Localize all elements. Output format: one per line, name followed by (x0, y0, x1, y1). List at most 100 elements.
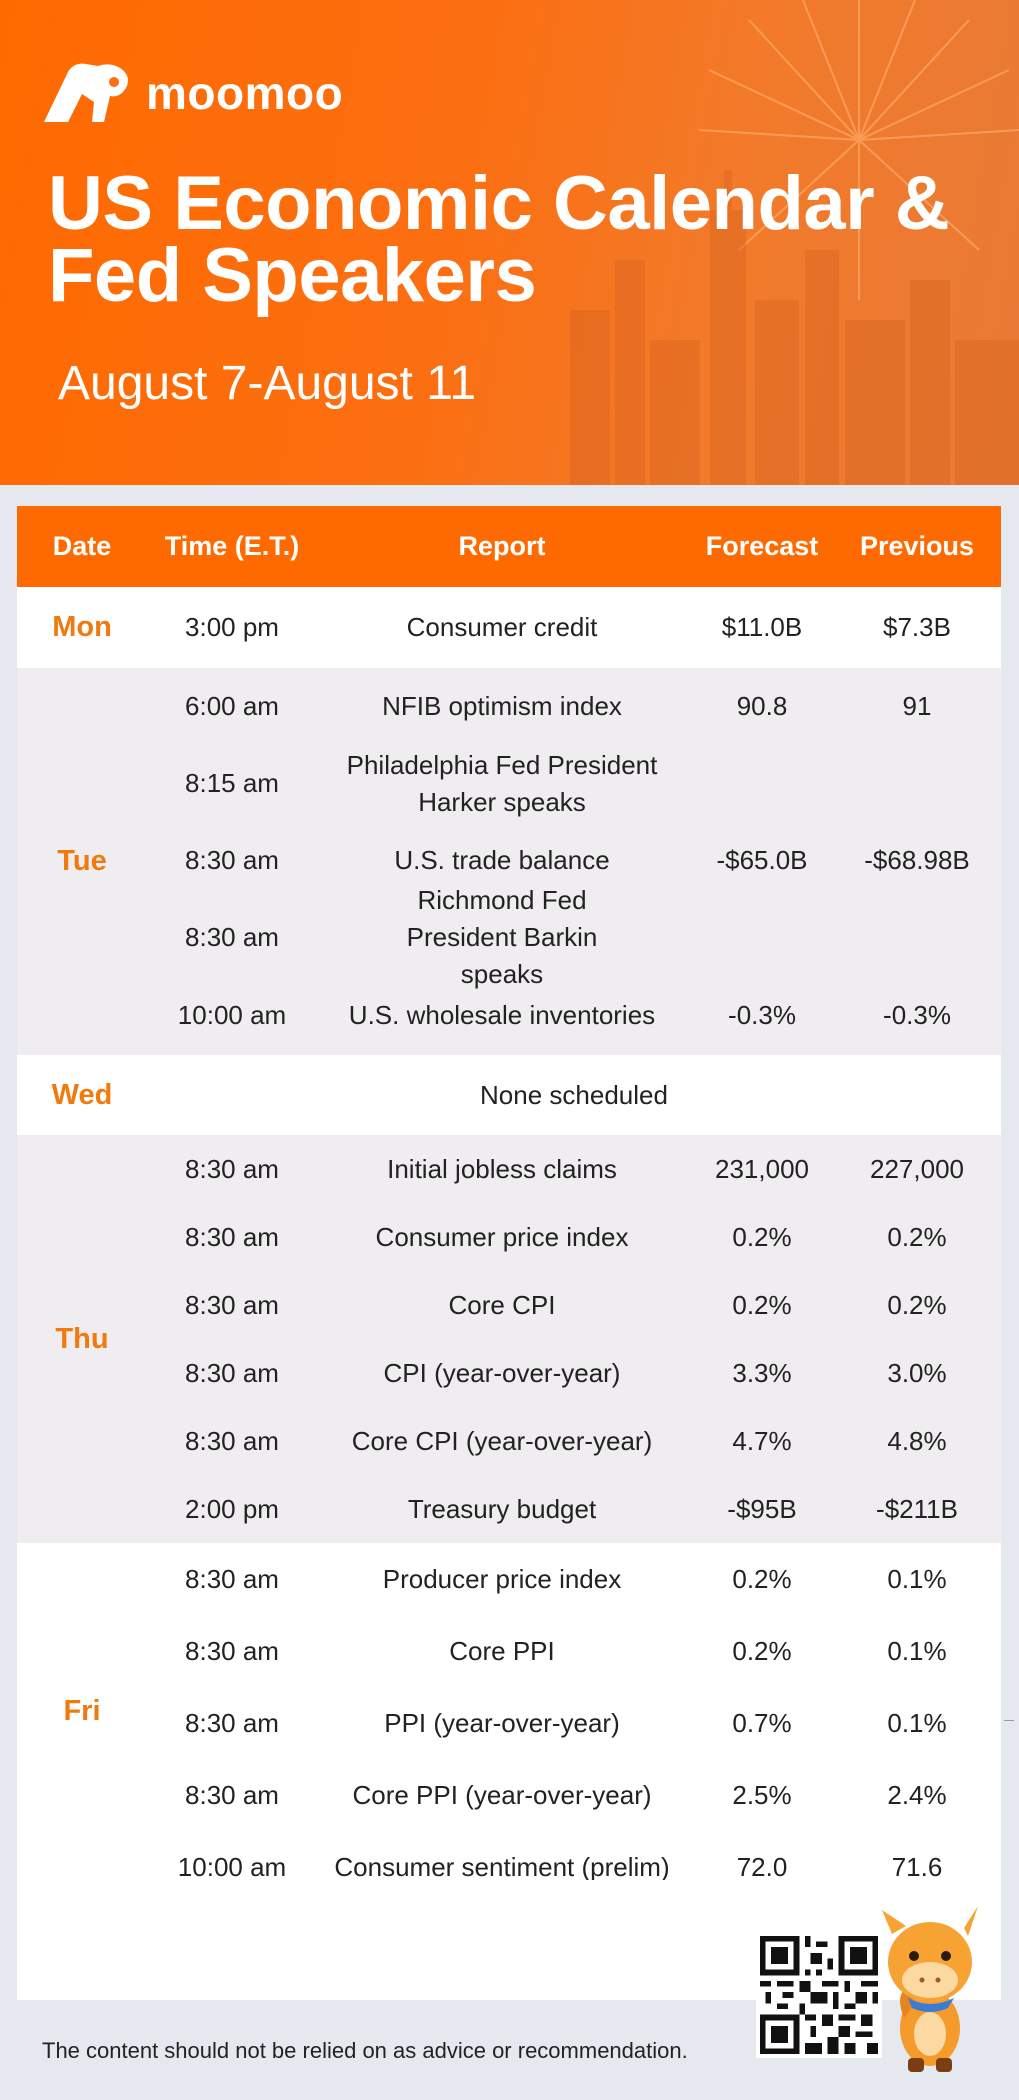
row-time: 8:30 am (185, 1779, 279, 1810)
row-report: Philadelphia Fed President Harker speaks (346, 749, 658, 817)
header-forecast: Forecast (705, 531, 819, 561)
row-time: 8:30 am (185, 1707, 279, 1738)
row-report: Core PPI (year-over-year) (352, 1779, 652, 1810)
day-label: Wed (51, 1078, 113, 1111)
row-report: PPI (year-over-year) (384, 1707, 620, 1738)
table-row: 8:30 am Core CPI (year-over-year) 4.7% 4… (147, 1407, 1001, 1475)
row-report: CPI (year-over-year) (383, 1357, 621, 1388)
row-time: 8:15 am (185, 768, 279, 798)
row-report: Producer price index (382, 1563, 622, 1594)
date-range: August 7-August 11 (58, 357, 477, 410)
row-time: 8:30 am (185, 1221, 279, 1252)
row-report: Treasury budget (407, 1493, 597, 1524)
row-forecast: -$95B (727, 1493, 797, 1524)
table-row: 6:00 am NFIB optimism index 90.8 91 (147, 668, 1001, 745)
row-previous: -$68.98B (864, 845, 970, 875)
row-forecast: 0.2% (732, 1289, 792, 1320)
row-report: Consumer sentiment (prelim) (334, 1851, 670, 1882)
table-row: 8:30 am U.S. trade balance -$65.0B -$68.… (147, 822, 1001, 899)
row-time: 8:30 am (185, 922, 279, 952)
row-previous: 0.1% (887, 1563, 947, 1594)
row-time: 10:00 am (177, 1000, 287, 1030)
row-previous: 0.1% (887, 1707, 947, 1738)
day-label: Tue (57, 845, 107, 877)
row-time: 6:00 am (185, 691, 279, 721)
row-previous: 227,000 (870, 1153, 964, 1184)
row-report: Initial jobless claims (387, 1153, 617, 1184)
row-previous: 0.2% (887, 1289, 947, 1320)
day-label: Fri (63, 1695, 101, 1727)
row-time: 3:00 pm (185, 612, 279, 642)
row-previous: $7.3B (883, 612, 951, 642)
row-time: 8:30 am (185, 1153, 279, 1184)
row-forecast: 4.7% (732, 1425, 792, 1456)
row-time: 10:00 am (177, 1851, 287, 1882)
table-row: 8:30 am PPI (year-over-year) 0.7% 0.1% (147, 1687, 1001, 1759)
row-previous: 2.4% (887, 1779, 947, 1810)
row-forecast: 0.7% (732, 1707, 792, 1738)
day-label: Thu (55, 1322, 109, 1355)
moomoo-mascot-icon (882, 1906, 978, 2072)
row-report: Core CPI (year-over-year) (351, 1425, 653, 1456)
day-group-wed: Wed None scheduled (17, 1055, 1001, 1135)
day-group-mon: Mon 3:00 pm Consumer credit $11.0B $7.3B (17, 587, 1001, 668)
brand-name: moomoo (146, 67, 344, 119)
qr-code-icon (756, 1932, 882, 2058)
table-row: 10:00 am Consumer sentiment (prelim) 72.… (147, 1831, 1001, 1903)
calendar-table: Date Time (E.T.) Report Forecast Previou… (17, 506, 1001, 1903)
divider (1004, 1720, 1014, 1721)
header-time: Time (E.T.) (164, 531, 300, 561)
row-previous: 71.6 (891, 1851, 943, 1882)
row-forecast: 72.0 (736, 1851, 788, 1882)
row-time: 8:30 am (185, 1289, 279, 1320)
row-forecast: 2.5% (732, 1779, 792, 1810)
row-report: U.S. wholesale inventories (348, 1000, 656, 1030)
row-forecast: -$65.0B (716, 845, 808, 875)
row-previous: 0.2% (887, 1221, 947, 1252)
table-row: 8:30 am Core CPI 0.2% 0.2% (147, 1271, 1001, 1339)
row-time: 8:30 am (185, 1635, 279, 1666)
row-previous: -$211B (876, 1493, 958, 1524)
table-row: 8:30 am Producer price index 0.2% 0.1% (147, 1543, 1001, 1615)
row-previous: 3.0% (887, 1357, 947, 1388)
table-row: 8:30 am Richmond Fed President Barkin sp… (147, 885, 1001, 989)
row-report: Consumer credit (406, 612, 598, 642)
row-report: NFIB optimism index (382, 691, 622, 721)
table-row: 8:15 am Philadelphia Fed President Harke… (147, 745, 1001, 822)
row-previous: 91 (902, 691, 932, 721)
row-forecast: 0.2% (732, 1635, 792, 1666)
row-previous: -0.3% (883, 1000, 951, 1030)
row-previous: 0.1% (887, 1635, 947, 1666)
row-forecast: 231,000 (715, 1153, 809, 1184)
table-row: 2:00 pm Treasury budget -$95B -$211B (147, 1475, 1001, 1543)
table-row: 8:30 am Initial jobless claims 231,000 2… (147, 1135, 1001, 1203)
city-skyline-graphic (570, 170, 1019, 485)
table-row: 10:00 am U.S. wholesale inventories -0.3… (147, 976, 1001, 1055)
row-report: Core PPI (449, 1635, 555, 1666)
row-report: Consumer price index (375, 1221, 629, 1252)
row-report: Core CPI (448, 1289, 556, 1320)
header-report: Report (458, 531, 546, 561)
row-forecast: 0.2% (732, 1221, 792, 1252)
day-group-fri: Fri 8:30 am Producer price index 0.2% 0.… (17, 1543, 1001, 1903)
none-scheduled: None scheduled (480, 1079, 668, 1110)
table-row: 8:30 am Consumer price index 0.2% 0.2% (147, 1203, 1001, 1271)
disclaimer: The content should not be relied on as a… (42, 2038, 688, 2063)
page-title: US Economic Calendar & Fed Speakers (48, 161, 950, 318)
row-time: 8:30 am (185, 1425, 279, 1456)
day-label: Mon (52, 611, 112, 643)
row-forecast: 90.8 (736, 691, 788, 721)
header-banner: moomoo US Economic Calendar & Fed Speake… (0, 0, 1019, 485)
day-group-thu: Thu 8:30 am Initial jobless claims 231,0… (17, 1135, 1001, 1543)
table-row: 8:30 am CPI (year-over-year) 3.3% 3.0% (147, 1339, 1001, 1407)
row-report: Richmond Fed President Barkin speaks (406, 885, 598, 989)
header-date: Date (52, 531, 112, 561)
table-row: 3:00 pm Consumer credit $11.0B $7.3B (147, 587, 1001, 668)
moomoo-bull-logo-icon (44, 63, 128, 122)
table-row: 8:30 am Core PPI (year-over-year) 2.5% 2… (147, 1759, 1001, 1831)
table-row: 8:30 am Core PPI 0.2% 0.1% (147, 1615, 1001, 1687)
header-previous: Previous (859, 531, 975, 561)
row-forecast: 0.2% (732, 1563, 792, 1594)
moomoo-logo: moomoo (40, 58, 343, 128)
row-forecast: $11.0B (721, 612, 803, 642)
